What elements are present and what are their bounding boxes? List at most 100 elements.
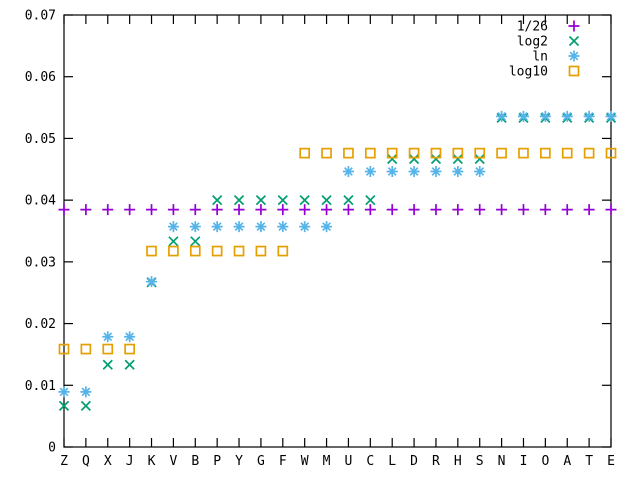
legend-entry: ln xyxy=(532,50,580,65)
data-point xyxy=(430,153,442,165)
x-tick-label: S xyxy=(476,454,484,469)
data-point xyxy=(583,204,595,216)
y-tick-label: 0.06 xyxy=(25,70,56,85)
data-point xyxy=(299,147,311,159)
series-log10 xyxy=(58,147,617,355)
legend-entry: 1/26 xyxy=(517,20,580,35)
data-point xyxy=(255,195,267,206)
data-point xyxy=(605,147,617,159)
data-point xyxy=(605,204,617,216)
x-tick-label: P xyxy=(213,454,221,469)
y-tick-label: 0.01 xyxy=(25,379,56,394)
data-point xyxy=(124,343,135,355)
data-point xyxy=(80,386,92,398)
data-point xyxy=(167,204,179,216)
x-tick-label: T xyxy=(585,454,593,469)
data-point xyxy=(168,245,179,257)
data-point xyxy=(386,147,398,159)
data-point xyxy=(517,204,529,216)
data-point xyxy=(408,147,420,159)
data-point xyxy=(364,147,376,159)
data-point xyxy=(517,110,529,122)
data-point xyxy=(561,204,573,216)
y-tick-label: 0 xyxy=(48,441,56,456)
data-point xyxy=(474,204,486,216)
x-tick-label: Z xyxy=(60,454,68,469)
data-point xyxy=(561,147,573,159)
data-point xyxy=(583,110,595,122)
data-point xyxy=(452,147,464,159)
data-point xyxy=(365,195,376,206)
data-point xyxy=(342,166,354,178)
y-tick-label: 0.05 xyxy=(25,132,56,147)
data-point xyxy=(102,204,114,216)
data-point xyxy=(146,245,157,257)
data-point xyxy=(364,204,376,216)
data-point xyxy=(80,400,91,411)
legend-label: ln xyxy=(532,50,548,65)
data-point xyxy=(211,204,223,216)
x-tick-label: U xyxy=(345,454,353,469)
data-point xyxy=(255,204,267,216)
y-tick-label: 0.04 xyxy=(25,194,56,209)
data-point xyxy=(430,166,442,178)
data-point xyxy=(496,110,508,122)
data-point xyxy=(277,204,289,216)
legend-label: 1/26 xyxy=(517,20,548,35)
x-tick-label: W xyxy=(301,454,309,469)
x-tick-label: F xyxy=(279,454,287,469)
data-point xyxy=(102,359,113,370)
data-point xyxy=(124,359,135,370)
data-point xyxy=(168,236,179,247)
data-point xyxy=(321,221,333,233)
data-point xyxy=(124,204,136,216)
data-point xyxy=(386,166,398,178)
data-point xyxy=(233,245,245,257)
data-point xyxy=(80,343,92,355)
legend-entry: log2 xyxy=(517,35,580,50)
data-point xyxy=(408,204,420,216)
data-point xyxy=(342,204,354,216)
x-tick-label: N xyxy=(498,454,506,469)
x-tick-label: K xyxy=(148,454,156,469)
x-tick-label: X xyxy=(104,454,112,469)
data-point xyxy=(321,147,332,159)
data-point xyxy=(277,221,289,233)
data-point xyxy=(299,221,311,233)
x-tick-label: Y xyxy=(235,454,243,469)
x-tick-label: B xyxy=(191,454,199,469)
data-point xyxy=(80,204,92,216)
data-point xyxy=(102,331,114,343)
data-point xyxy=(189,204,201,216)
y-tick-label: 0.07 xyxy=(25,9,56,24)
legend-marker-open-square-icon xyxy=(568,65,580,77)
x-tick-label: I xyxy=(520,454,528,469)
data-point xyxy=(189,245,201,257)
y-tick-label: 0.03 xyxy=(25,255,56,270)
data-point xyxy=(386,204,398,216)
x-tick-label: V xyxy=(169,454,177,469)
data-point xyxy=(211,221,223,233)
legend-label: log2 xyxy=(517,35,548,50)
x-tick-label: Q xyxy=(82,454,90,469)
data-point xyxy=(540,147,551,159)
data-point xyxy=(233,204,245,216)
x-tick-label: O xyxy=(541,454,549,469)
x-tick-label: E xyxy=(607,454,615,469)
legend-marker-cross-icon xyxy=(568,35,580,47)
data-point xyxy=(58,400,70,411)
data-point xyxy=(408,153,420,165)
data-point xyxy=(233,195,245,206)
data-point xyxy=(430,204,442,216)
data-point xyxy=(583,147,595,159)
data-point xyxy=(561,110,573,122)
data-point xyxy=(124,331,136,343)
data-point xyxy=(452,166,464,178)
data-point xyxy=(299,204,311,216)
data-point xyxy=(518,147,529,159)
data-point xyxy=(190,236,201,247)
data-point xyxy=(430,147,442,159)
x-tick-label: D xyxy=(410,454,418,469)
